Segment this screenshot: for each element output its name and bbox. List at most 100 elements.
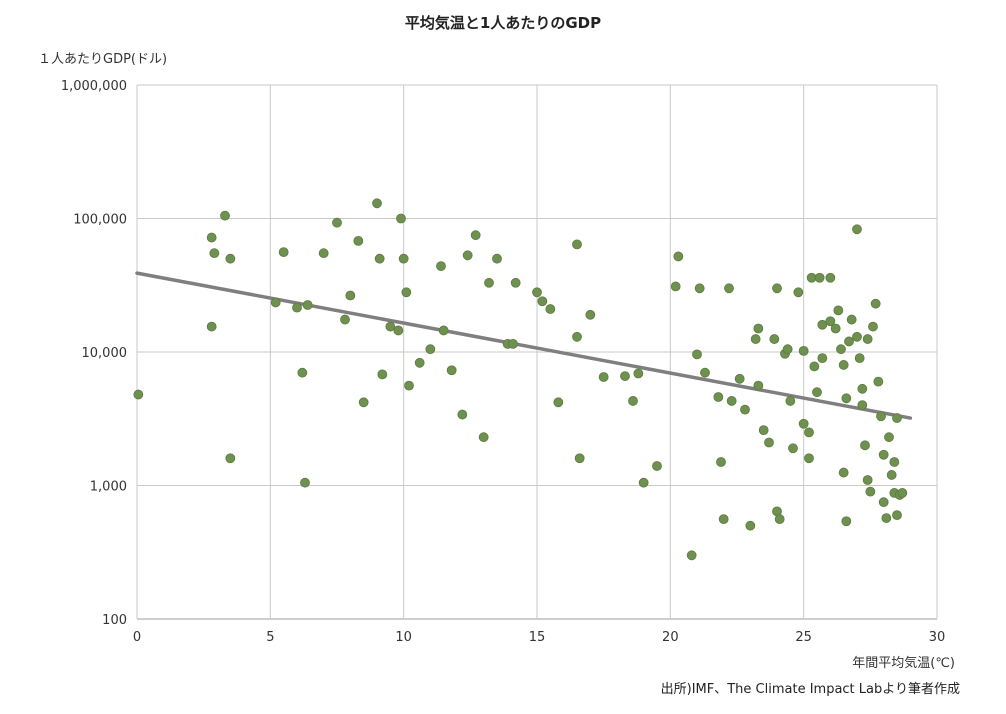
data-point [270,297,281,308]
data-point [753,323,764,334]
data-point [700,367,710,378]
x-tick-label: 0 [133,630,141,645]
data-point [865,486,876,497]
data-point [508,338,518,349]
data-point [133,389,144,400]
data-point [876,411,886,422]
data-point [686,550,697,561]
data-point [572,239,582,250]
x-tick-label: 15 [529,630,546,645]
data-point [340,314,350,325]
data-point [457,409,468,420]
data-point [846,314,857,325]
data-point [798,345,809,356]
data-point [401,287,412,298]
data-point [713,392,724,402]
data-point [225,253,236,264]
data-point [753,380,764,391]
data-point [860,440,870,451]
data-point [817,353,828,364]
data-point [318,248,329,259]
data-point [692,349,702,360]
data-point [278,247,289,258]
data-point [798,418,809,429]
data-point [372,198,382,209]
data-point [470,230,481,241]
data-point [300,477,310,488]
data-point [841,516,852,527]
data-point [862,475,873,485]
data-point [764,437,774,448]
y-tick-label: 1,000 [90,480,127,495]
data-point [726,396,737,406]
data-point [814,272,825,283]
data-point [572,331,582,342]
data-point [716,457,726,467]
data-point [878,497,889,508]
data-point [782,344,793,355]
x-tick-label: 25 [795,630,812,645]
data-point [734,373,745,384]
data-point [870,298,881,309]
data-point [830,323,841,334]
data-point [553,397,564,408]
data-point [396,213,406,224]
data-point [462,250,473,261]
data-point [478,432,489,443]
source-note: 出所)IMF、The Climate Impact Labより筆者作成 [660,682,960,697]
data-point [793,287,804,298]
data-point [446,365,457,376]
data-point [574,453,585,464]
data-point [886,470,897,480]
data-point [718,514,729,525]
y-axis-title: １人あたりGDP(ドル) [38,52,168,67]
data-point [857,400,868,411]
y-tick-label: 100 [102,613,127,628]
data-point [878,449,889,460]
data-point [670,281,681,292]
data-point [852,331,862,342]
data-point [633,368,644,379]
data-point [404,380,414,391]
data-point [740,404,750,415]
data-point [598,372,609,382]
data-point [209,248,220,259]
data-point [438,325,449,336]
x-tick-label: 10 [395,630,412,645]
data-point [297,367,308,378]
data-point [484,277,494,288]
data-point [620,371,630,381]
data-point [585,309,596,320]
data-point [804,453,814,464]
data-point [862,334,873,344]
data-point [332,217,342,228]
data-point [897,488,908,498]
data-point [841,393,852,404]
data-point [857,383,868,394]
data-point [836,344,846,355]
data-point [825,272,836,283]
data-point [809,361,820,372]
data-point [206,232,217,243]
data-point [844,336,854,347]
x-tick-label: 30 [929,630,946,645]
data-point [302,300,313,310]
data-point [492,253,502,264]
data-point [436,261,446,271]
data-point [545,304,556,314]
data-point [292,302,302,313]
data-point [377,369,388,380]
data-point [868,321,878,332]
data-point [892,510,902,521]
y-tick-label: 1,000,000 [61,79,127,94]
data-point [873,376,884,387]
data-point [774,514,785,525]
data-point [892,413,902,423]
data-point [353,235,364,246]
data-point [889,457,900,467]
data-point [393,325,404,336]
data-point [638,477,649,488]
data-point [652,461,662,471]
trend-line [135,271,913,420]
data-point [374,253,385,264]
